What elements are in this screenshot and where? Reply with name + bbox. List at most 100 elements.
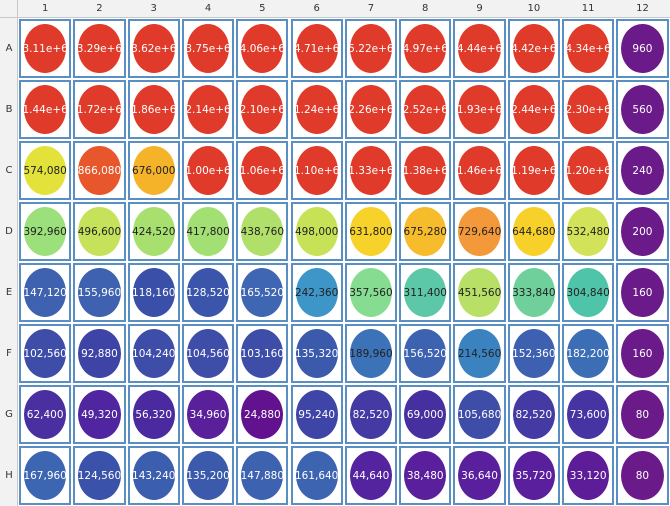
well-B7[interactable]: 2.26e+6 bbox=[344, 80, 398, 139]
well-E8[interactable]: 311,400 bbox=[399, 263, 452, 322]
well-D7[interactable]: 631,800 bbox=[344, 202, 398, 261]
well-G8[interactable]: 69,000 bbox=[399, 385, 452, 444]
well-C8[interactable]: 1.38e+6 bbox=[399, 141, 452, 200]
well-D6[interactable]: 498,000 bbox=[290, 202, 343, 261]
well-F9[interactable]: 214,560 bbox=[453, 324, 506, 383]
well-E5[interactable]: 165,520 bbox=[236, 263, 289, 322]
well-F4[interactable]: 104,560 bbox=[181, 324, 235, 383]
well-B2[interactable]: 1.72e+6 bbox=[73, 80, 126, 139]
well-F1[interactable]: 102,560 bbox=[19, 324, 72, 383]
well-G5[interactable]: 24,880 bbox=[236, 385, 289, 444]
column-header-6[interactable]: 6 bbox=[313, 3, 320, 14]
well-C12[interactable]: 240 bbox=[616, 141, 669, 200]
well-D1[interactable]: 392,960 bbox=[19, 202, 72, 261]
well-E2[interactable]: 155,960 bbox=[73, 263, 126, 322]
column-header-10[interactable]: 10 bbox=[527, 3, 541, 14]
well-H3[interactable]: 143,240 bbox=[127, 446, 180, 505]
well-A11[interactable]: 4.34e+6 bbox=[562, 19, 615, 78]
well-A10[interactable]: 4.42e+6 bbox=[507, 19, 560, 78]
well-D4[interactable]: 417,800 bbox=[181, 202, 235, 261]
row-header-H[interactable]: H bbox=[5, 470, 13, 481]
well-G3[interactable]: 56,320 bbox=[127, 385, 180, 444]
well-B9[interactable]: 1.93e+6 bbox=[453, 80, 506, 139]
well-E9[interactable]: 451,560 bbox=[453, 263, 506, 322]
well-A5[interactable]: 4.06e+6 bbox=[236, 19, 289, 78]
well-H9[interactable]: 36,640 bbox=[453, 446, 506, 505]
row-header-E[interactable]: E bbox=[5, 287, 13, 298]
well-E12[interactable]: 160 bbox=[616, 263, 669, 322]
well-E1[interactable]: 147,120 bbox=[19, 263, 72, 322]
well-C6[interactable]: 1.10e+6 bbox=[290, 141, 343, 200]
column-header-2[interactable]: 2 bbox=[96, 3, 103, 14]
well-B10[interactable]: 2.44e+6 bbox=[507, 80, 560, 139]
well-C5[interactable]: 1.06e+6 bbox=[236, 141, 289, 200]
row-header-A[interactable]: A bbox=[5, 43, 13, 54]
row-header-F[interactable]: F bbox=[6, 348, 12, 359]
well-G4[interactable]: 34,960 bbox=[181, 385, 235, 444]
well-F12[interactable]: 160 bbox=[616, 324, 669, 383]
well-B8[interactable]: 2.52e+6 bbox=[399, 80, 452, 139]
well-G2[interactable]: 49,320 bbox=[73, 385, 126, 444]
well-E7[interactable]: 357,560 bbox=[344, 263, 398, 322]
well-F3[interactable]: 104,240 bbox=[127, 324, 180, 383]
well-H2[interactable]: 124,560 bbox=[73, 446, 126, 505]
column-header-1[interactable]: 1 bbox=[41, 3, 49, 14]
well-F7[interactable]: 189,960 bbox=[344, 324, 398, 383]
well-D3[interactable]: 424,520 bbox=[127, 202, 180, 261]
well-C7[interactable]: 1.33e+6 bbox=[344, 141, 398, 200]
well-G7[interactable]: 82,520 bbox=[344, 385, 398, 444]
well-B5[interactable]: 2.10e+6 bbox=[236, 80, 289, 139]
well-A6[interactable]: 4.71e+6 bbox=[290, 19, 343, 78]
well-A12[interactable]: 960 bbox=[616, 19, 669, 78]
well-A4[interactable]: 3.75e+6 bbox=[181, 19, 235, 78]
row-header-D[interactable]: D bbox=[5, 226, 13, 237]
well-H8[interactable]: 38,480 bbox=[399, 446, 452, 505]
well-B12[interactable]: 560 bbox=[616, 80, 669, 139]
well-E10[interactable]: 333,840 bbox=[507, 263, 560, 322]
well-D10[interactable]: 644,680 bbox=[507, 202, 560, 261]
column-header-7[interactable]: 7 bbox=[367, 3, 375, 14]
well-H1[interactable]: 167,960 bbox=[19, 446, 72, 505]
column-header-11[interactable]: 11 bbox=[581, 3, 595, 14]
well-D8[interactable]: 675,280 bbox=[399, 202, 452, 261]
well-H11[interactable]: 33,120 bbox=[562, 446, 615, 505]
row-header-C[interactable]: C bbox=[5, 165, 13, 176]
well-A2[interactable]: 3.29e+6 bbox=[73, 19, 126, 78]
well-E6[interactable]: 242,360 bbox=[290, 263, 343, 322]
column-header-8[interactable]: 8 bbox=[422, 3, 429, 14]
well-H6[interactable]: 161,640 bbox=[290, 446, 343, 505]
well-H12[interactable]: 80 bbox=[616, 446, 669, 505]
well-G6[interactable]: 95,240 bbox=[290, 385, 343, 444]
column-header-3[interactable]: 3 bbox=[150, 3, 157, 14]
well-D11[interactable]: 532,480 bbox=[562, 202, 615, 261]
well-G10[interactable]: 82,520 bbox=[507, 385, 560, 444]
well-C10[interactable]: 1.19e+6 bbox=[507, 141, 560, 200]
well-A1[interactable]: 3.11e+6 bbox=[19, 19, 72, 78]
well-B6[interactable]: 1.24e+6 bbox=[290, 80, 343, 139]
well-D9[interactable]: 729,640 bbox=[453, 202, 506, 261]
well-E3[interactable]: 118,160 bbox=[127, 263, 180, 322]
well-F5[interactable]: 103,160 bbox=[236, 324, 289, 383]
well-D5[interactable]: 438,760 bbox=[236, 202, 289, 261]
column-header-12[interactable]: 12 bbox=[636, 3, 649, 14]
well-B1[interactable]: 1.44e+6 bbox=[19, 80, 72, 139]
well-F8[interactable]: 156,520 bbox=[399, 324, 452, 383]
well-A9[interactable]: 4.44e+6 bbox=[453, 19, 506, 78]
well-C2[interactable]: 866,080 bbox=[73, 141, 126, 200]
well-F10[interactable]: 152,360 bbox=[507, 324, 560, 383]
well-C4[interactable]: 1.00e+6 bbox=[181, 141, 235, 200]
well-E4[interactable]: 128,520 bbox=[181, 263, 235, 322]
well-F11[interactable]: 182,200 bbox=[562, 324, 615, 383]
well-G11[interactable]: 73,600 bbox=[562, 385, 615, 444]
well-H10[interactable]: 35,720 bbox=[507, 446, 560, 505]
well-G12[interactable]: 80 bbox=[616, 385, 669, 444]
well-A8[interactable]: 4.97e+6 bbox=[399, 19, 452, 78]
well-B3[interactable]: 1.86e+6 bbox=[127, 80, 180, 139]
well-G1[interactable]: 62,400 bbox=[19, 385, 72, 444]
well-C3[interactable]: 676,000 bbox=[127, 141, 180, 200]
column-header-4[interactable]: 4 bbox=[204, 3, 212, 14]
well-H4[interactable]: 135,200 bbox=[181, 446, 235, 505]
well-H5[interactable]: 147,880 bbox=[236, 446, 289, 505]
well-A7[interactable]: 5.22e+6 bbox=[344, 19, 398, 78]
column-header-5[interactable]: 5 bbox=[259, 3, 266, 14]
